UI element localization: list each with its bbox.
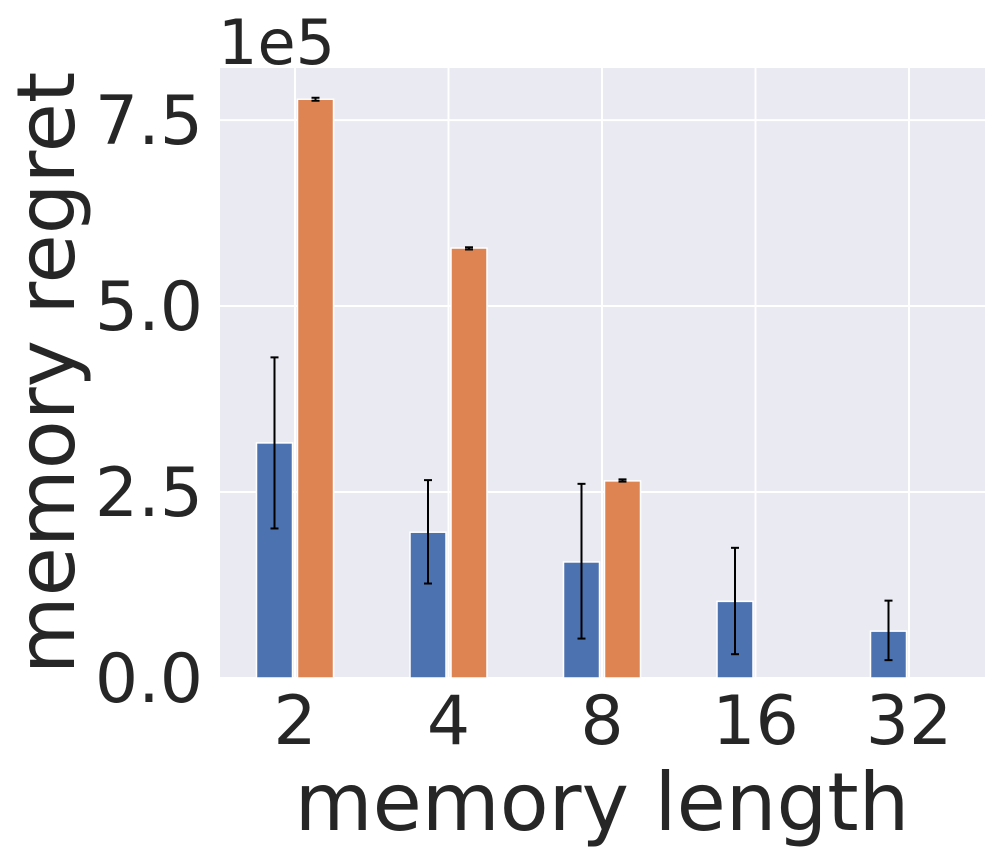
error-bar bbox=[618, 478, 627, 483]
x-axis-label: memory length bbox=[295, 756, 910, 849]
y-tick-label: 7.5 bbox=[95, 82, 203, 161]
bar bbox=[603, 480, 642, 679]
y-tick-label: 2.5 bbox=[95, 454, 203, 533]
x-gridlines bbox=[294, 68, 910, 678]
x-tick-label: 4 bbox=[427, 682, 470, 761]
error-bar bbox=[424, 479, 432, 585]
x-tick-label: 2 bbox=[273, 682, 316, 761]
error-bars bbox=[270, 96, 893, 662]
error-bar bbox=[577, 482, 586, 640]
y-gridlines bbox=[220, 119, 985, 679]
error-bar bbox=[465, 246, 473, 251]
bar bbox=[296, 98, 335, 679]
bars bbox=[255, 98, 908, 679]
x-tick-label: 16 bbox=[712, 682, 799, 761]
error-bar bbox=[270, 356, 279, 530]
error-bar bbox=[884, 599, 893, 662]
y-tick-label: 0.0 bbox=[95, 640, 203, 719]
y-tick-label: 5.0 bbox=[95, 268, 203, 347]
x-tick-labels: 2 4 8 16 32 bbox=[273, 682, 952, 761]
error-bar bbox=[731, 546, 739, 656]
x-tick-label: 32 bbox=[866, 682, 953, 761]
x-tick-label: 8 bbox=[580, 682, 623, 761]
bar bbox=[450, 247, 488, 679]
y-offset-label: 1e5 bbox=[218, 6, 335, 79]
y-axis-label: memory regret bbox=[0, 72, 93, 675]
error-bar bbox=[311, 96, 320, 102]
y-tick-labels: 0.0 2.5 5.0 7.5 bbox=[95, 82, 203, 719]
